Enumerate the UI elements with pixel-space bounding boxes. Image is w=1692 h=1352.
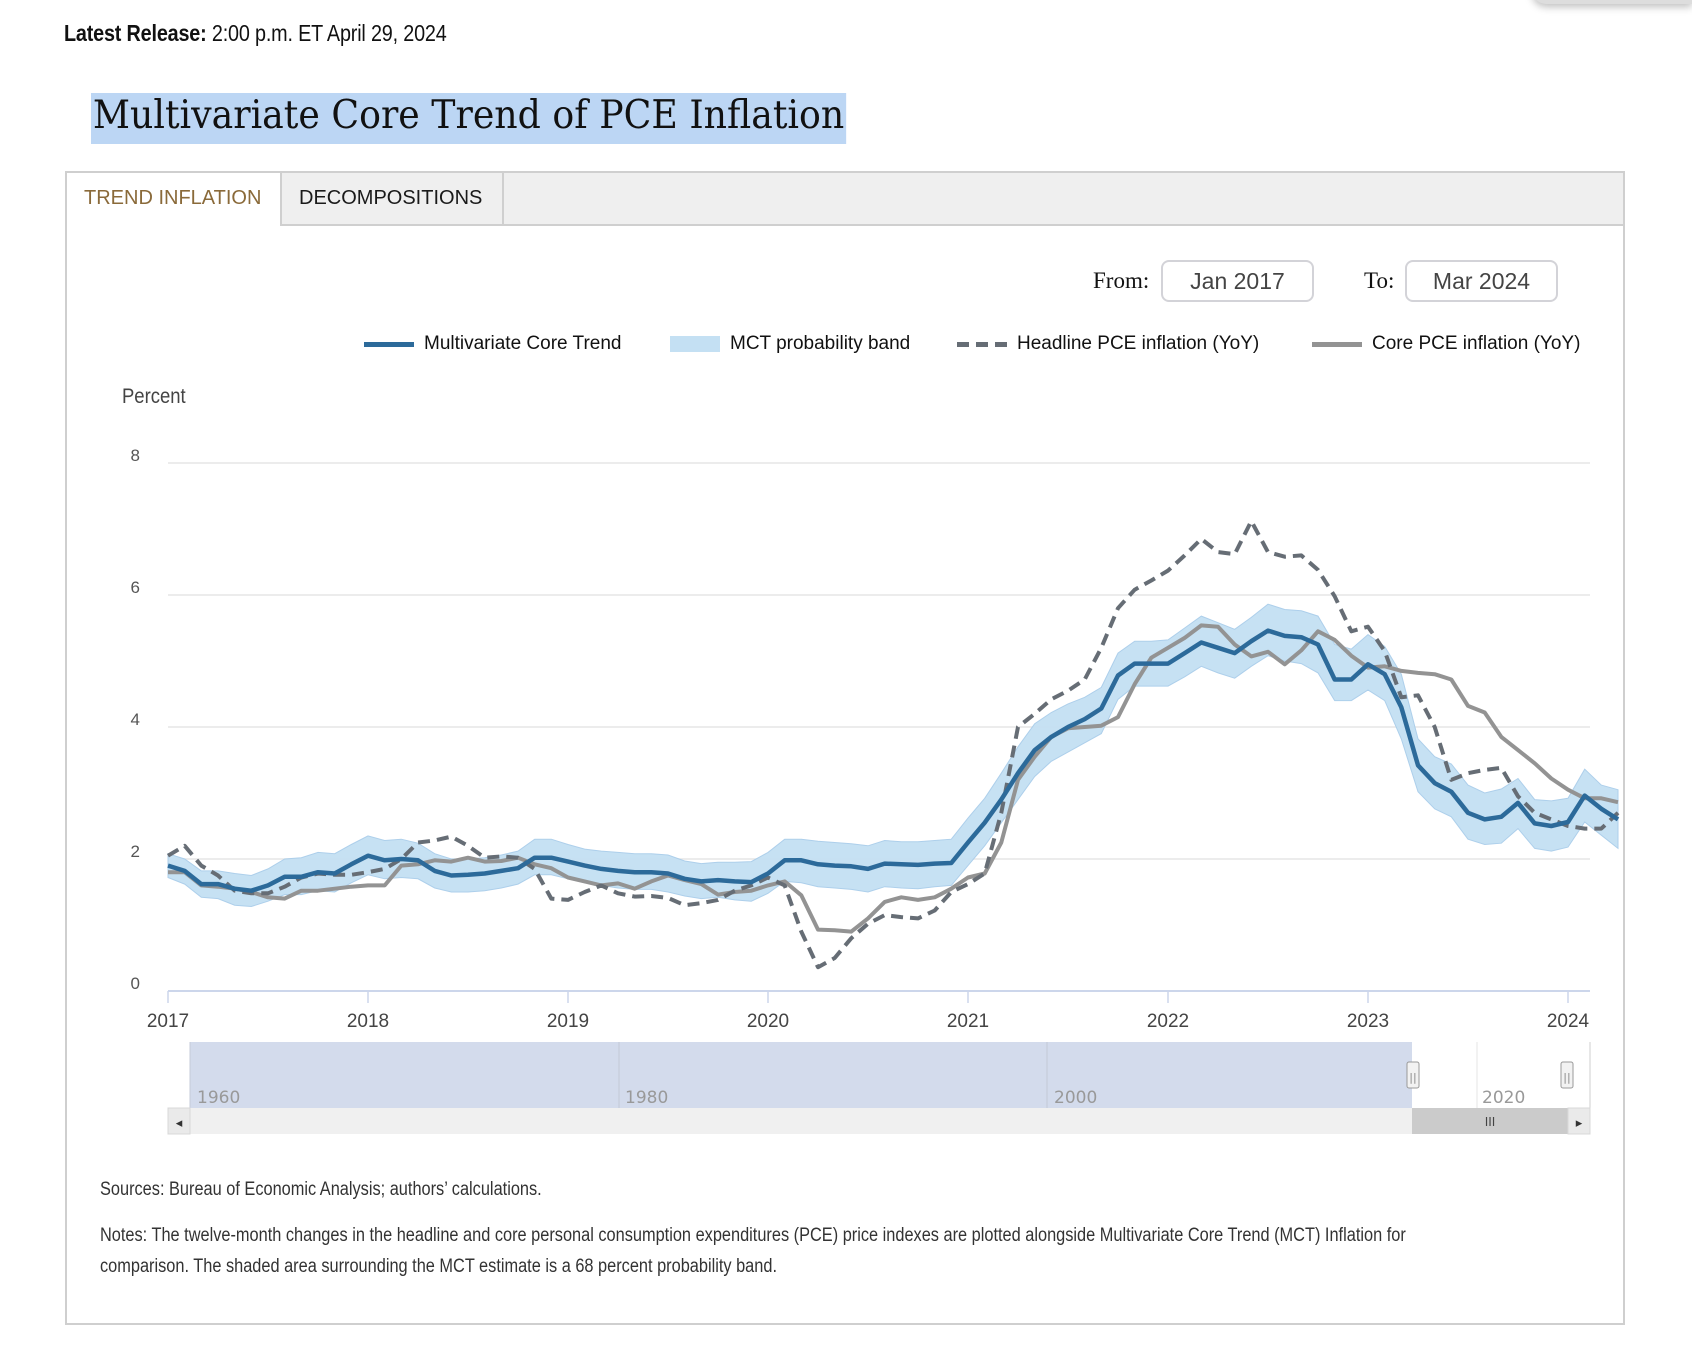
y-tick-label: 2 xyxy=(131,842,140,861)
y-tick-label: 8 xyxy=(131,446,140,465)
release-label: Latest Release: xyxy=(64,20,207,46)
navigator-handle-right[interactable] xyxy=(1560,1061,1574,1089)
mct-probability-band xyxy=(167,603,1619,908)
legend-swatch-band xyxy=(670,336,720,352)
notes-line-2: comparison. The shaded area surrounding … xyxy=(100,1256,777,1277)
scroll-left-button[interactable] xyxy=(167,1107,191,1135)
sources-note: Sources: Bureau of Economic Analysis; au… xyxy=(100,1179,542,1200)
headline-pce-line xyxy=(166,519,1620,970)
to-date-input[interactable]: Mar 2024 xyxy=(1405,260,1558,302)
legend-item-band[interactable]: MCT probability band xyxy=(670,333,910,355)
y-tick-label: 0 xyxy=(131,974,140,993)
from-label: From: xyxy=(1093,268,1150,293)
page-title: Multivariate Core Trend of PCE Inflation xyxy=(91,93,847,144)
latest-release: Latest Release: 2:00 p.m. ET April 29, 2… xyxy=(64,20,447,47)
y-tick-label: 4 xyxy=(131,710,140,729)
notes-line-1: Notes: The twelve-month changes in the h… xyxy=(100,1225,1406,1246)
handle-grip-icon: || xyxy=(1563,1071,1570,1084)
legend-label: MCT probability band xyxy=(730,333,911,354)
y-tick-label: 6 xyxy=(131,578,140,597)
x-tick-label: 2022 xyxy=(1147,1011,1189,1032)
scroll-grip-icon: III xyxy=(1485,1115,1496,1129)
tab-bar: TREND INFLATION DECOMPOSITIONS xyxy=(67,173,1623,226)
legend-label: Headline PCE inflation (YoY) xyxy=(1017,333,1260,354)
right-arrow-icon: ▸ xyxy=(1576,1116,1583,1131)
left-arrow-icon: ◂ xyxy=(176,1116,183,1131)
y-axis-title: Percent xyxy=(122,385,186,408)
x-tick-label: 2023 xyxy=(1347,1011,1389,1032)
legend-swatch-solid-blue xyxy=(364,341,414,347)
x-tick-label: 2024 xyxy=(1547,1011,1590,1032)
legend-swatch-dashed xyxy=(957,341,1007,347)
x-tick-label: 2017 xyxy=(147,1011,189,1032)
legend-item-mct[interactable]: Multivariate Core Trend xyxy=(364,333,621,355)
handle-grip-icon: || xyxy=(1409,1071,1416,1084)
legend-swatch-solid-gray xyxy=(1312,341,1362,347)
mct-line xyxy=(167,628,1620,893)
legend-item-headline[interactable]: Headline PCE inflation (YoY) xyxy=(957,333,1259,355)
window-edge-shadow xyxy=(1532,0,1692,4)
tab-decompositions[interactable]: DECOMPOSITIONS xyxy=(282,173,504,224)
x-tick-label: 2020 xyxy=(747,1011,789,1032)
to-label: To: xyxy=(1364,268,1395,293)
tab-trend-inflation[interactable]: TREND INFLATION xyxy=(67,173,282,226)
legend-label: Multivariate Core Trend xyxy=(424,333,622,354)
scroll-right-button[interactable] xyxy=(1567,1107,1591,1135)
x-tick-label: 2018 xyxy=(347,1011,389,1032)
release-value: 2:00 p.m. ET April 29, 2024 xyxy=(211,20,447,46)
x-axis: 2017 2018 2019 2020 2021 2022 2023 2024 xyxy=(147,990,1590,1032)
navigator-handle-left[interactable] xyxy=(1406,1061,1420,1089)
navigator-scrollbar-thumb[interactable] xyxy=(1412,1108,1568,1134)
navigator-label: 1960 xyxy=(197,1088,240,1108)
y-tick-labels: 0 2 4 6 8 xyxy=(131,446,140,993)
legend-label: Core PCE inflation (YoY) xyxy=(1372,333,1581,354)
navigator-label: 2000 xyxy=(1054,1088,1097,1108)
series-group xyxy=(166,519,1620,970)
navigator-label: 2020 xyxy=(1482,1088,1525,1108)
from-date-input[interactable]: Jan 2017 xyxy=(1161,260,1314,302)
legend-item-core[interactable]: Core PCE inflation (YoY) xyxy=(1312,333,1580,355)
navigator-label: 1980 xyxy=(625,1088,668,1108)
x-tick-label: 2019 xyxy=(547,1011,589,1032)
navigator-mask-left xyxy=(190,1042,1412,1108)
x-tick-label: 2021 xyxy=(947,1011,989,1032)
navigator-scrollbar-track[interactable] xyxy=(168,1108,1590,1134)
navigator[interactable]: 1960 1980 2000 2020 || || ◂ III ▸ xyxy=(167,1042,1591,1135)
